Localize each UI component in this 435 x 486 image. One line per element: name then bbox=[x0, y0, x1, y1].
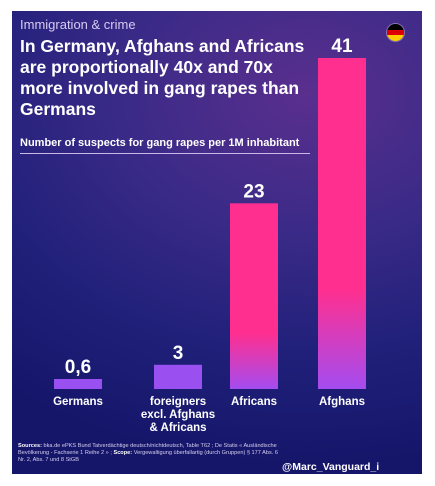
value-label-0: 0,6 bbox=[65, 357, 91, 378]
flag-stripe bbox=[387, 24, 404, 30]
german-flag-icon bbox=[387, 24, 404, 41]
scope-text: Vergewaltigung überfallartig (durch Grup… bbox=[18, 450, 278, 464]
value-label-2: 23 bbox=[243, 181, 264, 202]
flag-stripe bbox=[387, 35, 404, 41]
author-handle: @Marc_Vanguard_i bbox=[282, 461, 380, 473]
category-label-1: foreigners excl. Afghans & Africans bbox=[141, 396, 215, 434]
flag-stripe bbox=[387, 29, 404, 36]
bar-2 bbox=[230, 203, 278, 389]
sources-note: Sources: bka.de ePKS Bund Tatverdächtige… bbox=[18, 443, 280, 465]
headline: In Germany, Afghans and Africans are pro… bbox=[20, 36, 305, 119]
kicker: Immigration & crime bbox=[20, 17, 136, 32]
chart-title: Number of suspects for gang rapes per 1M… bbox=[20, 137, 300, 149]
bar-chart: 0,6 Germans 3 foreigners excl. Afghans & Afri… bbox=[53, 36, 366, 434]
sources-text: bka.de ePKS Bund Tatverdächtige deutsch/… bbox=[18, 443, 277, 457]
bar-1 bbox=[154, 364, 202, 389]
bar-3 bbox=[318, 58, 366, 389]
value-label-1: 3 bbox=[173, 343, 184, 364]
category-label-3: Afghans bbox=[319, 396, 365, 408]
bar-0 bbox=[54, 379, 102, 389]
divider bbox=[20, 153, 310, 154]
sources-label: Sources: bbox=[18, 443, 42, 449]
value-label-3: 41 bbox=[331, 36, 353, 57]
category-label-0: Germans bbox=[53, 396, 103, 408]
infographic-card: Immigration & crime In Germany, Afghans … bbox=[12, 11, 422, 474]
category-label-2: Africans bbox=[231, 396, 277, 408]
scope-label: Scope: bbox=[113, 450, 133, 457]
